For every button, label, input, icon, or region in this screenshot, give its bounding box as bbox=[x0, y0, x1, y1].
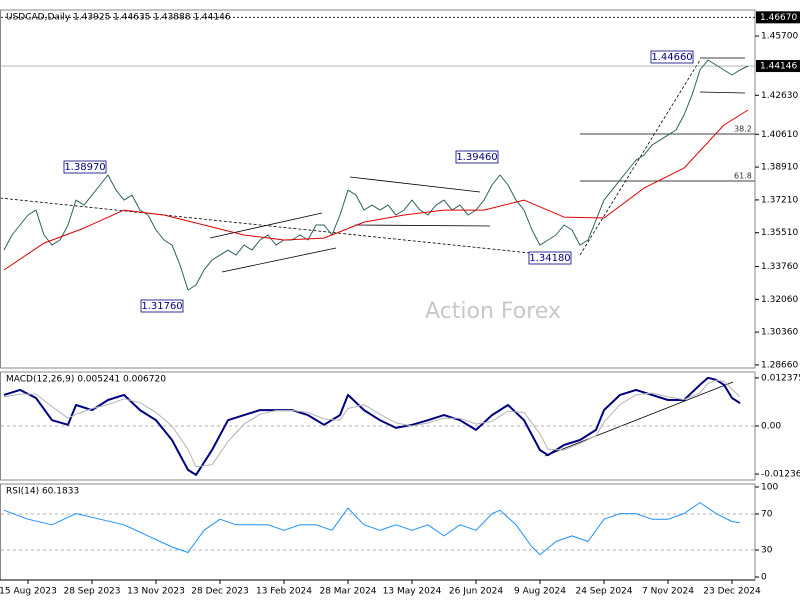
series-line bbox=[3, 59, 749, 291]
y-tick-label: 1.45700 bbox=[761, 32, 798, 42]
x-tick-label: 15 Aug 2023 bbox=[0, 587, 57, 597]
annotation: 1.34180 bbox=[529, 253, 570, 264]
panel-frame bbox=[0, 9, 756, 369]
x-tick-label: 13 Nov 2023 bbox=[127, 587, 185, 597]
annotation: 1.38970 bbox=[64, 162, 105, 173]
annotation: 1.44660 bbox=[651, 52, 692, 63]
y-tick-label: 1.42630 bbox=[761, 91, 798, 101]
y-tick-label: 1.32060 bbox=[761, 295, 798, 305]
y-tick-label: 0.012375 bbox=[761, 373, 800, 383]
price-level-box bbox=[756, 60, 800, 73]
channel-line bbox=[354, 224, 491, 227]
channel-line bbox=[349, 176, 481, 193]
y-tick-label: 1.35510 bbox=[761, 228, 798, 238]
channel-line bbox=[221, 247, 337, 273]
annotation-box bbox=[455, 150, 499, 164]
panel-title: RSI(14) 60.1833 bbox=[6, 487, 79, 497]
annotation: 1.31760 bbox=[141, 301, 182, 312]
series-line bbox=[3, 109, 749, 271]
annotation-box bbox=[528, 251, 572, 265]
series-line bbox=[3, 376, 741, 476]
channel-line bbox=[699, 91, 746, 94]
x-tick-label: 28 Sep 2023 bbox=[63, 587, 120, 597]
y-tick-label: 1.30360 bbox=[761, 328, 798, 338]
y-tick-label: 1.38910 bbox=[761, 163, 798, 173]
x-tick-label: 7 Nov 2024 bbox=[642, 587, 694, 597]
series-line bbox=[3, 379, 741, 468]
fib-label: 61.8 bbox=[734, 172, 752, 181]
annotation-box bbox=[140, 299, 184, 313]
x-tick-label: 28 Dec 2023 bbox=[191, 587, 249, 597]
watermark: Action Forex bbox=[425, 299, 561, 324]
y-tick-label: 1.37210 bbox=[761, 195, 798, 205]
y-tick-label: -0.012367 bbox=[761, 470, 800, 480]
annotation: 1.39460 bbox=[456, 152, 497, 163]
panel-title: MACD(12,26,9) 0.005241 0.006720 bbox=[6, 375, 166, 385]
x-tick-label: 13 May 2024 bbox=[383, 587, 442, 597]
channel-line bbox=[209, 212, 323, 239]
price-level-box bbox=[756, 11, 800, 24]
annotation-box bbox=[63, 160, 107, 174]
fib-label: 38.2 bbox=[734, 125, 752, 134]
fib-line bbox=[579, 59, 701, 256]
series-line bbox=[3, 502, 741, 556]
x-tick-label: 24 Sep 2024 bbox=[575, 587, 632, 597]
y-tick-label: 1.28660 bbox=[761, 360, 798, 370]
x-tick-label: 23 Dec 2024 bbox=[703, 587, 761, 597]
x-tick-label: 13 Feb 2024 bbox=[256, 587, 312, 597]
x-tick-label: 9 Aug 2024 bbox=[514, 587, 566, 597]
price-level-label: 1.44146 bbox=[760, 62, 797, 72]
x-tick-label: 26 Jun 2024 bbox=[449, 587, 503, 597]
x-tick-label: 28 Mar 2024 bbox=[319, 587, 376, 597]
price-level-label: 1.46670 bbox=[760, 13, 797, 23]
y-tick-label: 70 bbox=[761, 509, 773, 519]
y-tick-label: 1.40610 bbox=[761, 130, 798, 140]
annotation-box bbox=[650, 50, 694, 64]
y-tick-label: 0 bbox=[761, 573, 767, 583]
y-tick-label: 30 bbox=[761, 546, 773, 556]
trendlines bbox=[0, 57, 755, 457]
y-tick-label: 0.00 bbox=[761, 422, 781, 432]
macd-trendline bbox=[544, 381, 734, 457]
panel-title: USDCAD,Daily 1.43925 1.44635 1.43888 1.4… bbox=[6, 13, 231, 23]
y-tick-label: 100 bbox=[761, 482, 778, 492]
y-tick-label: 1.33760 bbox=[761, 262, 798, 272]
